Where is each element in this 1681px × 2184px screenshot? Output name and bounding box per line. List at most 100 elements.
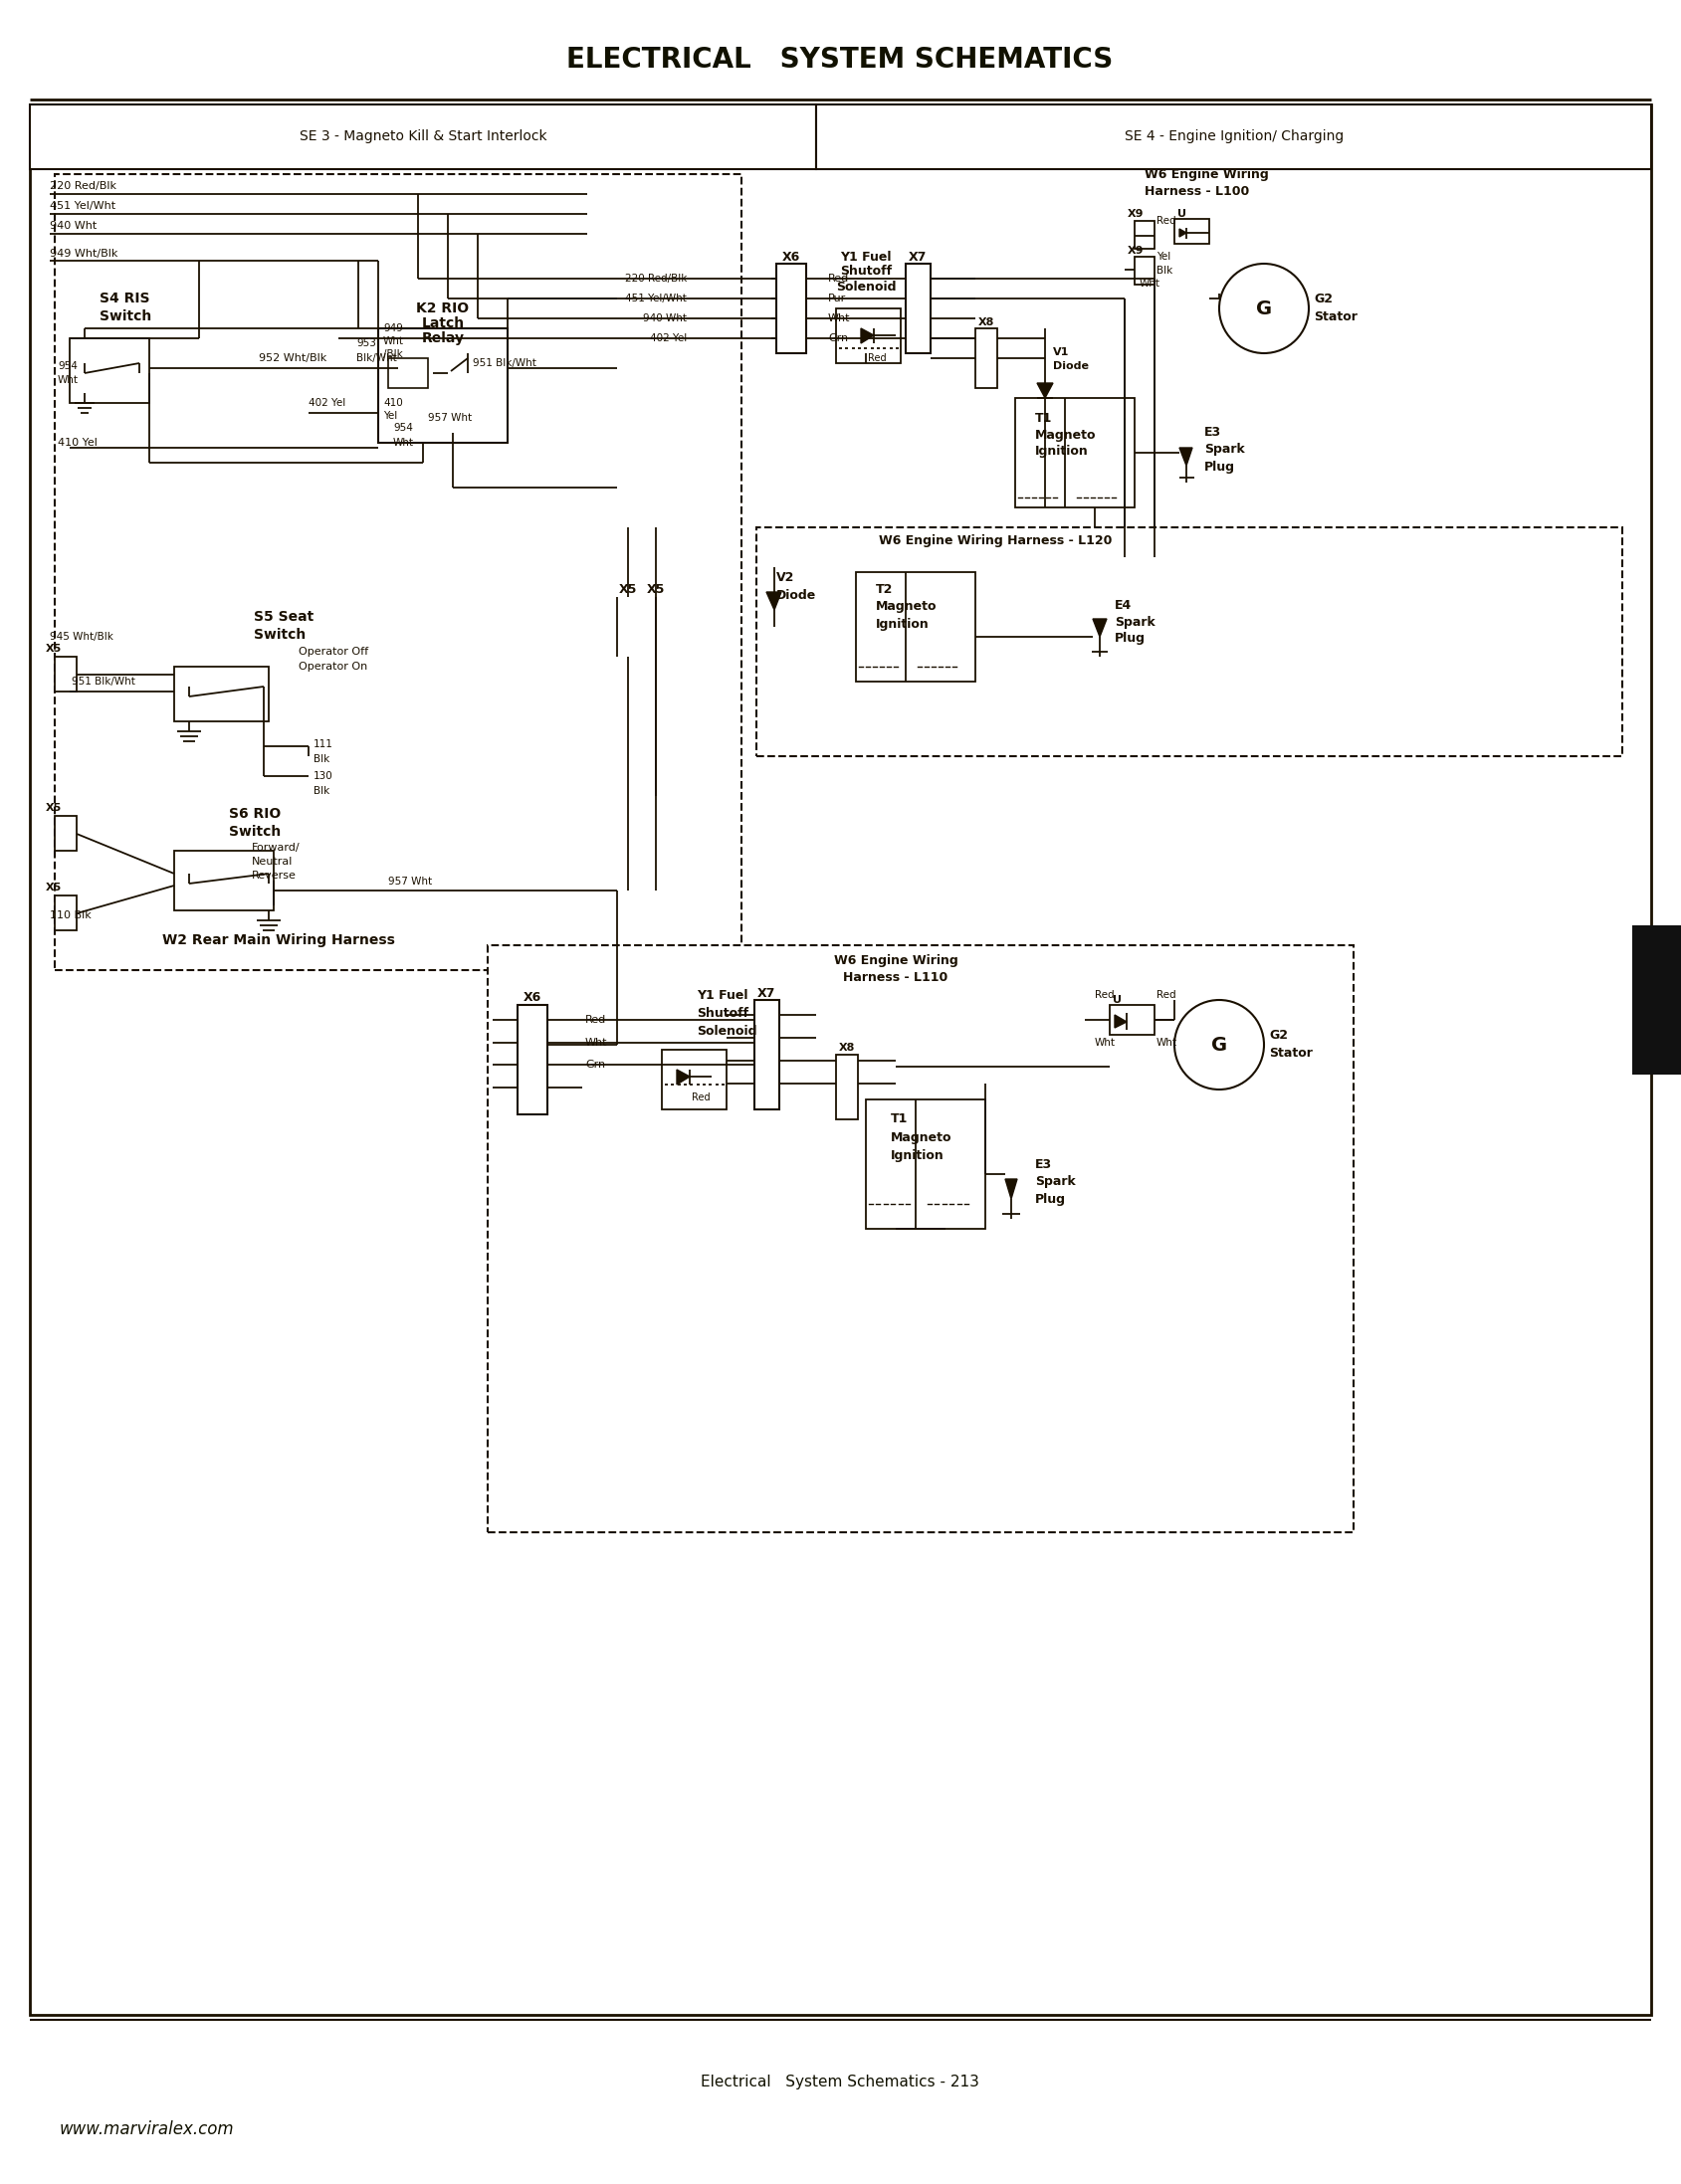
Text: Harness - L100: Harness - L100 bbox=[1145, 186, 1249, 199]
Text: 949 Wht/Blk: 949 Wht/Blk bbox=[50, 249, 118, 258]
Bar bbox=[378, 328, 508, 443]
Text: Red: Red bbox=[1157, 989, 1177, 1000]
Text: Wht: Wht bbox=[1157, 1037, 1177, 1048]
Bar bbox=[835, 308, 901, 363]
Text: 949: 949 bbox=[383, 323, 403, 334]
Text: Forward/: Forward/ bbox=[252, 843, 301, 852]
Text: Wht: Wht bbox=[57, 376, 79, 384]
Bar bbox=[55, 895, 77, 930]
Bar bbox=[866, 1099, 985, 1230]
Text: X6: X6 bbox=[523, 992, 541, 1005]
Text: W2 Rear Main Wiring Harness: W2 Rear Main Wiring Harness bbox=[163, 933, 395, 948]
Text: 220 Red/Blk: 220 Red/Blk bbox=[625, 273, 688, 284]
Text: Wht: Wht bbox=[383, 336, 403, 347]
Text: Ignition: Ignition bbox=[1035, 446, 1089, 459]
Text: W6 Engine Wiring: W6 Engine Wiring bbox=[1145, 168, 1269, 181]
Text: Yel: Yel bbox=[1157, 251, 1170, 262]
Text: Blk: Blk bbox=[314, 753, 329, 764]
Text: 957 Wht: 957 Wht bbox=[429, 413, 472, 424]
Text: Shutoff: Shutoff bbox=[840, 264, 893, 277]
Text: Red: Red bbox=[1094, 989, 1115, 1000]
Text: SE 4 - Engine Ignition/ Charging: SE 4 - Engine Ignition/ Charging bbox=[1125, 129, 1343, 144]
Text: S4 RIS: S4 RIS bbox=[99, 290, 150, 306]
Text: E3: E3 bbox=[1204, 426, 1222, 439]
Text: 954: 954 bbox=[393, 424, 414, 432]
Text: Blk: Blk bbox=[1157, 266, 1173, 275]
Text: Diode: Diode bbox=[1052, 360, 1089, 371]
Bar bbox=[518, 1005, 548, 1114]
Text: Grn: Grn bbox=[585, 1059, 605, 1070]
Bar bbox=[1109, 1005, 1155, 1035]
Text: Operator Off: Operator Off bbox=[299, 646, 368, 657]
Text: 451 Yel/Wht: 451 Yel/Wht bbox=[625, 293, 688, 304]
Bar bbox=[1135, 221, 1155, 249]
Bar bbox=[175, 666, 269, 721]
Bar bbox=[1632, 926, 1681, 1075]
Text: Operator On: Operator On bbox=[299, 662, 368, 673]
Text: 410 Yel: 410 Yel bbox=[57, 437, 97, 448]
Text: Red: Red bbox=[585, 1016, 607, 1024]
Bar bbox=[646, 596, 667, 657]
Text: X5: X5 bbox=[45, 644, 62, 653]
Bar bbox=[1175, 218, 1209, 245]
Text: Relay: Relay bbox=[422, 332, 464, 345]
Text: K2 RIO: K2 RIO bbox=[417, 301, 469, 314]
Bar bbox=[856, 572, 975, 681]
Text: Solenoid: Solenoid bbox=[696, 1024, 756, 1037]
Text: Switch: Switch bbox=[254, 627, 306, 642]
Text: Pur: Pur bbox=[829, 293, 846, 304]
Text: X8: X8 bbox=[978, 317, 995, 328]
Polygon shape bbox=[861, 328, 874, 343]
Text: Red: Red bbox=[867, 354, 886, 363]
Text: Spark: Spark bbox=[1115, 616, 1155, 629]
Text: 954: 954 bbox=[57, 360, 77, 371]
Bar bbox=[662, 1051, 726, 1109]
Text: Plug: Plug bbox=[1204, 461, 1236, 474]
Text: 945 Wht/Blk: 945 Wht/Blk bbox=[50, 631, 113, 642]
Bar bbox=[1135, 258, 1155, 284]
Text: G2: G2 bbox=[1269, 1029, 1288, 1042]
Text: 951 Blk/Wht: 951 Blk/Wht bbox=[472, 358, 536, 369]
Bar bbox=[69, 339, 150, 404]
Text: 130: 130 bbox=[314, 771, 333, 782]
Text: Plug: Plug bbox=[1035, 1192, 1066, 1206]
Text: 940 Wht: 940 Wht bbox=[50, 221, 97, 232]
Text: 110 Blk: 110 Blk bbox=[50, 911, 91, 919]
Circle shape bbox=[1219, 264, 1309, 354]
Bar bbox=[55, 817, 77, 852]
Text: Spark: Spark bbox=[1204, 443, 1246, 456]
Text: G: G bbox=[1256, 299, 1273, 319]
Text: Switch: Switch bbox=[99, 310, 151, 323]
Polygon shape bbox=[1115, 1016, 1126, 1029]
Bar bbox=[55, 175, 741, 970]
Text: V1: V1 bbox=[1052, 347, 1069, 358]
Text: X8: X8 bbox=[839, 1042, 856, 1053]
Polygon shape bbox=[1037, 382, 1052, 397]
Polygon shape bbox=[1180, 448, 1192, 465]
Text: Solenoid: Solenoid bbox=[835, 280, 896, 293]
Text: Diode: Diode bbox=[777, 587, 817, 601]
Bar bbox=[617, 596, 639, 657]
Text: Electrical   System Schematics - 213: Electrical System Schematics - 213 bbox=[701, 2075, 980, 2090]
Polygon shape bbox=[1180, 229, 1187, 236]
Bar bbox=[175, 852, 274, 911]
Text: 111: 111 bbox=[314, 738, 333, 749]
Circle shape bbox=[1175, 1000, 1264, 1090]
Text: X7: X7 bbox=[756, 987, 775, 1000]
Text: Wht: Wht bbox=[1140, 280, 1160, 288]
Text: Spark: Spark bbox=[1035, 1175, 1076, 1188]
Text: 951 Blk/Wht: 951 Blk/Wht bbox=[72, 677, 134, 686]
Text: Ignition: Ignition bbox=[891, 1149, 945, 1162]
Text: Magneto: Magneto bbox=[1035, 428, 1096, 441]
Text: Magneto: Magneto bbox=[891, 1131, 951, 1144]
Text: X6: X6 bbox=[782, 251, 800, 264]
Text: W6 Engine Wiring Harness - L120: W6 Engine Wiring Harness - L120 bbox=[879, 533, 1111, 546]
Polygon shape bbox=[767, 592, 782, 609]
Bar bbox=[487, 946, 1353, 1533]
Text: Red: Red bbox=[1157, 216, 1177, 225]
Text: G2: G2 bbox=[1315, 293, 1333, 306]
Text: S6 RIO: S6 RIO bbox=[229, 806, 281, 821]
Text: S5 Seat: S5 Seat bbox=[254, 609, 314, 625]
Text: Switch: Switch bbox=[229, 826, 281, 839]
Text: U: U bbox=[1113, 996, 1121, 1005]
